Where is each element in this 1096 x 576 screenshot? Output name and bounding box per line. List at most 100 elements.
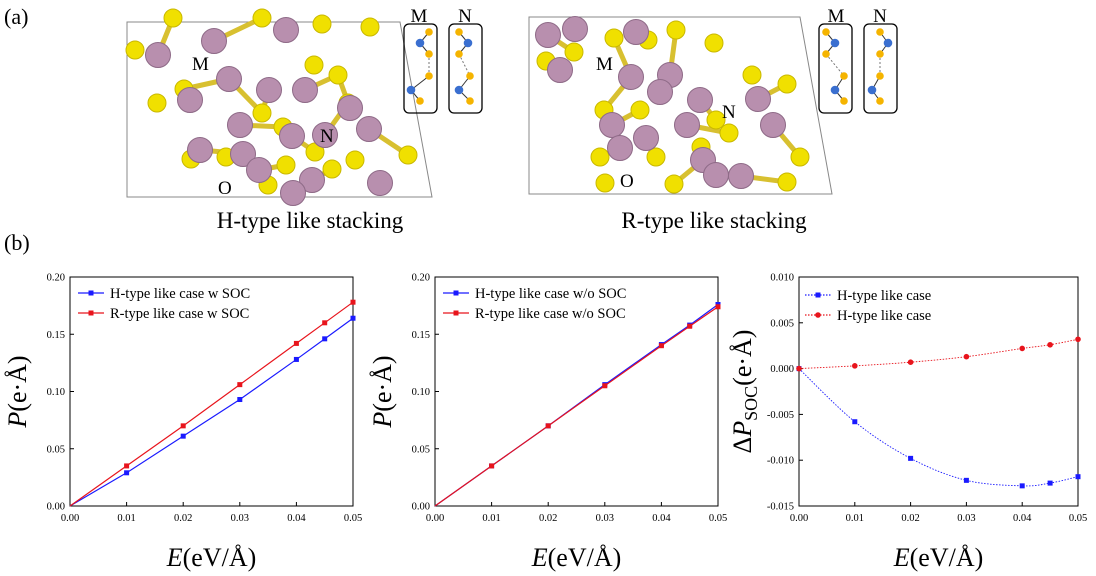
data-point-1 xyxy=(1019,345,1025,352)
y-tick-label: -0.010 xyxy=(767,456,794,467)
y-tick-label: 0.10 xyxy=(412,387,430,398)
structure-h-metal-atom xyxy=(367,170,393,196)
data-point-0 xyxy=(908,455,914,461)
x-tick-label: 0.02 xyxy=(174,513,192,524)
x-tick-label: 0.02 xyxy=(901,513,919,524)
y-tick-label: 0.005 xyxy=(770,318,794,329)
structure-r-chalcogen-atom xyxy=(630,100,650,120)
structure-r-metal-atom xyxy=(562,16,588,42)
structure-h-metal-atom xyxy=(299,167,325,193)
structure-r-site-m: M xyxy=(596,54,613,75)
structure-h-chalcogen-atom xyxy=(345,150,365,170)
inset-h-box-m xyxy=(403,23,438,114)
structure-h-metal-atom xyxy=(145,42,171,68)
structure-h-chalcogen-atom xyxy=(163,8,183,28)
inset-r-box-n xyxy=(863,23,898,114)
structure-r-metal-atom xyxy=(535,22,561,48)
structure-r-metal-atom xyxy=(633,125,659,151)
y-tick-label: 0.010 xyxy=(770,273,794,284)
inset-h-m-atom xyxy=(425,72,433,80)
structure-r-metal-atom xyxy=(618,64,644,90)
inset-h-n-atom xyxy=(466,72,474,80)
x-tick-label: 0.00 xyxy=(790,513,808,524)
structure-h-chalcogen-atom xyxy=(328,65,348,85)
panel-label-a: (a) xyxy=(4,4,28,29)
x-tick-label: 0.04 xyxy=(1013,513,1032,524)
structure-h-site-o: O xyxy=(218,178,232,199)
y-tick-label: -0.015 xyxy=(767,502,794,513)
y-axis-label: ΔPSOC(e·Å) xyxy=(728,330,761,454)
inset-r-header-m: M xyxy=(828,6,845,27)
series-line-1 xyxy=(434,306,719,507)
structure-h-metal-atom xyxy=(201,28,227,54)
structure-h-chalcogen-atom xyxy=(252,103,272,123)
inset-h-header-n: N xyxy=(458,6,472,27)
x-tick-label: 0.03 xyxy=(957,513,975,524)
structure-r-metal-atom xyxy=(760,112,786,138)
data-point-1 xyxy=(658,343,664,349)
structure-h-metal-atom xyxy=(273,17,299,43)
data-point-1 xyxy=(1075,336,1081,343)
data-point-0 xyxy=(237,397,243,403)
structure-r-unit-cell xyxy=(528,16,833,195)
data-point-1 xyxy=(852,363,858,369)
structure-h-type: M N O H-type like stacking M N xyxy=(125,6,483,233)
inset-h-n-atom xyxy=(455,28,463,36)
inset-r-box-m xyxy=(818,23,853,114)
x-tick-label: 0.01 xyxy=(117,513,135,524)
x-axis-label: E(eV/Å) xyxy=(893,543,984,572)
structure-r-metal-atom xyxy=(728,163,754,189)
structure-r-chalcogen-atom xyxy=(706,110,726,130)
data-point-0 xyxy=(293,356,299,362)
y-tick-label: 0.05 xyxy=(47,444,65,455)
y-tick-label: 0.05 xyxy=(412,444,430,455)
x-tick-label: 0.04 xyxy=(287,513,306,524)
chart-delta-polarization-soc: 0.00 0.01 0.02 0.03 0.04 0.05 -0.015 -0.010 -0.0… xyxy=(728,273,1087,573)
y-axis-label-symbol: P xyxy=(728,421,757,438)
x-tick-label: 0.01 xyxy=(846,513,864,524)
x-tick-label: 0.01 xyxy=(482,513,500,524)
x-axis-label-units: (eV/Å) xyxy=(548,543,622,572)
structure-h-chalcogen-atom xyxy=(322,159,342,179)
structure-h-caption: H-type like stacking xyxy=(217,208,404,233)
structure-r-site-n: N xyxy=(722,102,736,123)
inset-r-n-atom xyxy=(876,28,884,36)
legend-label: R-type like case w/o SOC xyxy=(475,306,626,322)
x-tick-label: 0.05 xyxy=(1069,513,1087,524)
data-point-0 xyxy=(1047,480,1053,486)
inset-r-m-atom xyxy=(840,72,848,80)
data-point-0 xyxy=(180,433,186,439)
data-point-0 xyxy=(322,336,328,342)
inset-h-m-atom xyxy=(406,85,416,95)
inset-r-m-atom xyxy=(830,38,840,48)
structure-h-metal-atom xyxy=(246,157,272,183)
legend-label: H-type like case xyxy=(837,308,931,324)
data-point-1 xyxy=(180,423,186,429)
structure-h-site-m: M xyxy=(192,54,209,75)
x-tick-label: 0.02 xyxy=(539,513,557,524)
legend-swatch-marker xyxy=(815,312,821,318)
inset-r-chains xyxy=(822,28,893,105)
x-tick-label: 0.00 xyxy=(426,513,444,524)
series-line-1 xyxy=(798,338,1079,370)
data-point-1 xyxy=(963,353,970,360)
structure-r-metal-atom xyxy=(599,112,625,138)
y-tick-label: 0.00 xyxy=(412,502,430,513)
y-axis-label-units: (e·Å) xyxy=(3,355,32,411)
data-point-1 xyxy=(293,340,299,346)
structure-r-chalcogen-atom xyxy=(646,147,666,167)
structure-r-chalcogen-atom xyxy=(604,28,624,48)
y-tick-label: 0.20 xyxy=(412,273,430,284)
x-axis-label-symbol: E xyxy=(166,543,183,572)
structure-h-metal-atom xyxy=(292,77,318,103)
y-tick-label: 0.00 xyxy=(47,502,65,513)
inset-r-m-link xyxy=(825,53,845,77)
inset-r-header-n: N xyxy=(873,6,887,27)
panel-label-b: (b) xyxy=(4,230,30,255)
structure-r-chalcogen-atom xyxy=(666,20,686,40)
legend-swatch-marker xyxy=(88,310,94,316)
structure-r-chalcogen-atom xyxy=(664,174,684,194)
x-axis-label-units: (eV/Å) xyxy=(910,543,984,572)
data-point-1 xyxy=(796,365,802,372)
structure-h-metal-atom xyxy=(279,123,305,149)
